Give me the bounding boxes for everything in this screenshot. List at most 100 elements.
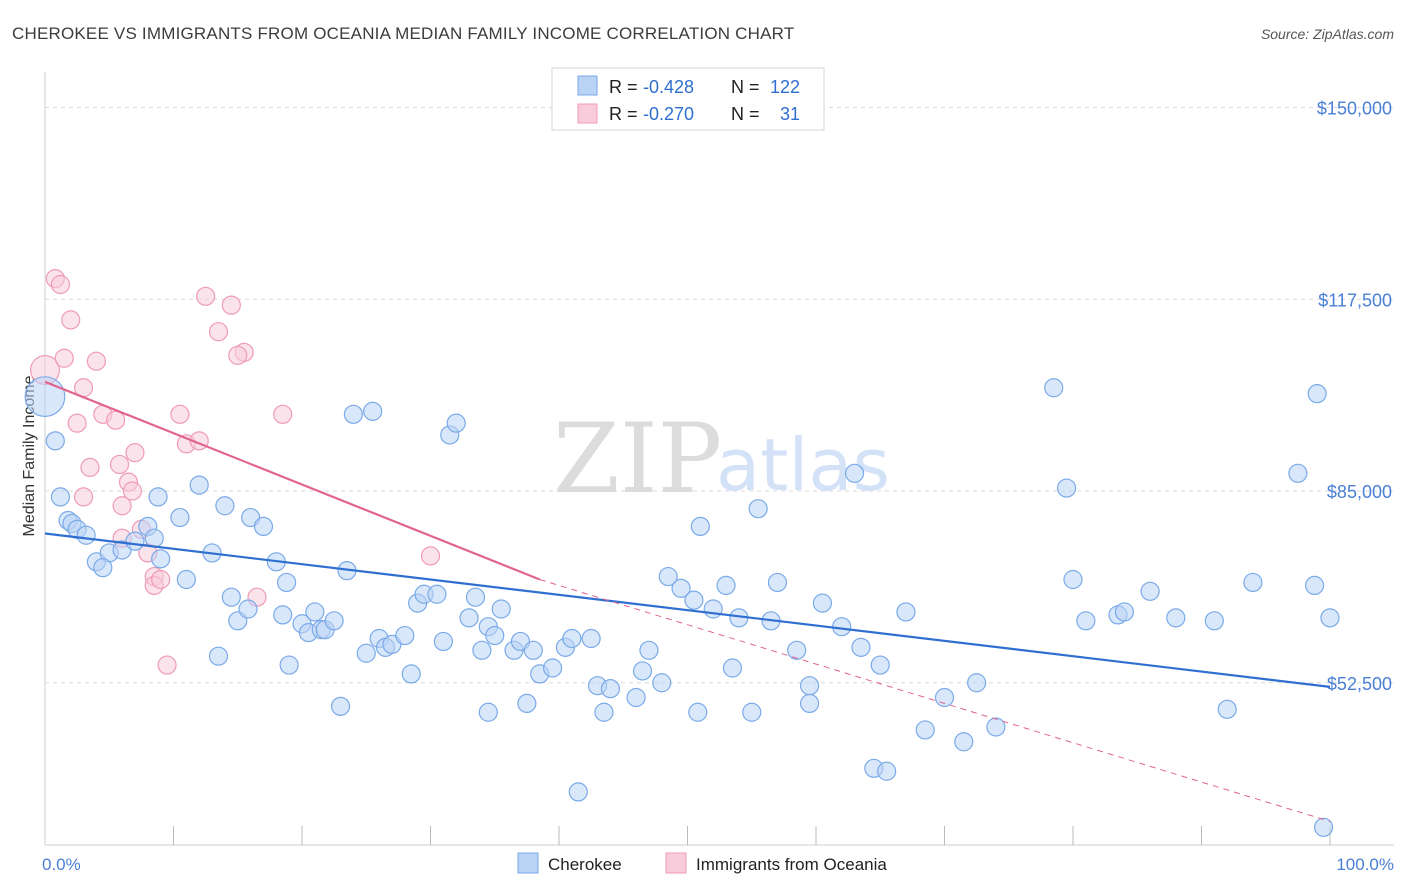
legend-n-value-2: 31: [780, 104, 800, 124]
watermark: ZIP atlas: [553, 403, 890, 515]
cherokee-point-18: [189, 475, 209, 495]
cherokee-point-51: [446, 413, 466, 433]
cherokee-point-58: [485, 625, 505, 646]
cherokee-point-77: [658, 566, 678, 587]
watermark-atlas: atlas: [716, 423, 890, 507]
cherokee-point-96: [851, 637, 871, 657]
cherokee-point-79: [684, 590, 704, 610]
cherokee-point-14: [148, 487, 168, 507]
cherokee-point-86: [742, 702, 762, 722]
cherokee-point-28: [273, 605, 293, 625]
legend-n-label-2: N =: [731, 104, 760, 124]
cherokee-point-65: [542, 658, 563, 678]
y-tick-label-2: $85,000: [1327, 482, 1392, 502]
oceania-point-22: [170, 404, 190, 424]
cherokee-point-93: [812, 593, 833, 613]
legend-swatch-oceania: [577, 103, 598, 124]
bottom-legend-label-cherokee: Cherokee: [548, 855, 622, 874]
cherokee-point-24: [238, 599, 258, 619]
cherokee-point-76: [639, 640, 659, 660]
gridlines: [45, 107, 1394, 684]
cherokee-point-22: [221, 587, 241, 607]
legend-r-label-1: R =: [609, 77, 638, 97]
cherokee-point-114: [1204, 611, 1224, 631]
cherokee-point-55: [472, 640, 492, 660]
oceania-point-8: [86, 351, 107, 371]
cherokee-point-16: [170, 507, 190, 528]
cherokee-point-6: [76, 525, 96, 545]
oceania-point-4: [54, 348, 74, 368]
cherokee-point-11: [93, 558, 113, 578]
cherokee-point-52: [433, 631, 453, 652]
cherokee-point-121: [1304, 575, 1325, 596]
legend-r-label-2: R =: [609, 104, 638, 124]
cherokee-point-108: [1063, 569, 1083, 590]
cherokee-point-82: [703, 599, 723, 619]
cherokee-point-67: [568, 782, 588, 802]
oceania-point-32: [420, 546, 441, 566]
cherokee-point-107: [1056, 478, 1077, 498]
cherokee-point-37: [330, 696, 351, 716]
oceania-point-26: [208, 322, 229, 342]
cherokee-point-69: [581, 628, 601, 649]
cherokee-point-30: [279, 655, 299, 675]
cherokee-point-68: [562, 628, 582, 649]
trend-line-oceania-extrapolated: [539, 579, 1331, 822]
cherokee-point-117: [1288, 463, 1308, 483]
cherokee-point-2: [50, 487, 71, 507]
bottom-legend-swatch-oceania: [665, 852, 687, 874]
cherokee-point-54: [459, 608, 479, 628]
cherokee-point-17: [176, 569, 196, 590]
bottom-legend-swatch-cherokee: [517, 852, 539, 874]
oceania-point-25: [196, 286, 216, 306]
cherokee-point-94: [832, 617, 852, 637]
cherokee-point-84: [722, 658, 743, 678]
cherokee-point-113: [1166, 608, 1186, 628]
cherokee-point-45: [395, 625, 415, 646]
cherokee-point-91: [799, 693, 820, 714]
cherokee-point-109: [1076, 611, 1096, 631]
chart-source: Source: ZipAtlas.com: [1261, 26, 1394, 42]
cherokee-point-13: [144, 528, 164, 548]
y-tick-label-3: $52,500: [1327, 674, 1392, 694]
oceania-point-5: [67, 413, 87, 433]
chart-title: CHEROKEE VS IMMIGRANTS FROM OCEANIA MEDI…: [12, 24, 794, 43]
cherokee-point-105: [986, 717, 1006, 737]
cherokee-point-75: [652, 673, 672, 693]
y-tick-label-0: $150,000: [1317, 99, 1392, 119]
cherokee-point-100: [896, 602, 916, 622]
cherokee-point-63: [523, 640, 543, 660]
cherokee-point-112: [1140, 581, 1160, 601]
oceania-point-33: [73, 487, 94, 507]
oceania-point-27: [221, 295, 241, 315]
y-tick-labels: $150,000 $117,500 $85,000 $52,500: [1317, 99, 1392, 694]
cherokee-point-95: [844, 463, 865, 483]
trend-line-oceania: [44, 380, 541, 581]
cherokee-point-10: [125, 531, 145, 551]
cherokee-point-90: [787, 640, 807, 660]
oceania-point-10: [106, 410, 126, 430]
cherokee-point-36: [324, 611, 344, 631]
cherokee-point-26: [253, 516, 274, 537]
cherokee-point-80: [688, 702, 708, 722]
oceania-point-12: [112, 496, 132, 516]
series-cherokee-points: [24, 376, 1340, 837]
cherokee-point-15: [151, 549, 171, 569]
bottom-legend: Cherokee Immigrants from Oceania: [517, 852, 887, 874]
legend-r-value-2: -0.270: [643, 104, 694, 124]
cherokee-point-99: [877, 761, 897, 781]
cherokee-point-59: [491, 599, 511, 619]
cherokee-point-92: [799, 676, 820, 696]
cherokee-point-33: [305, 602, 325, 622]
cherokee-point-20: [208, 646, 229, 666]
cherokee-point-111: [1114, 602, 1135, 622]
y-axis-label: Median Family Income: [21, 375, 38, 536]
cherokee-point-115: [1217, 699, 1237, 719]
legend-box: R = -0.428 N = 122 R = -0.270 N = 31: [551, 67, 825, 131]
oceania-point-3: [61, 310, 81, 330]
oceania-point-15: [125, 443, 145, 463]
x-tick-label-1: 100.0%: [1336, 855, 1394, 874]
cherokee-point-40: [363, 401, 383, 421]
cherokee-point-119: [1313, 817, 1334, 837]
cherokee-point-83: [716, 575, 736, 596]
